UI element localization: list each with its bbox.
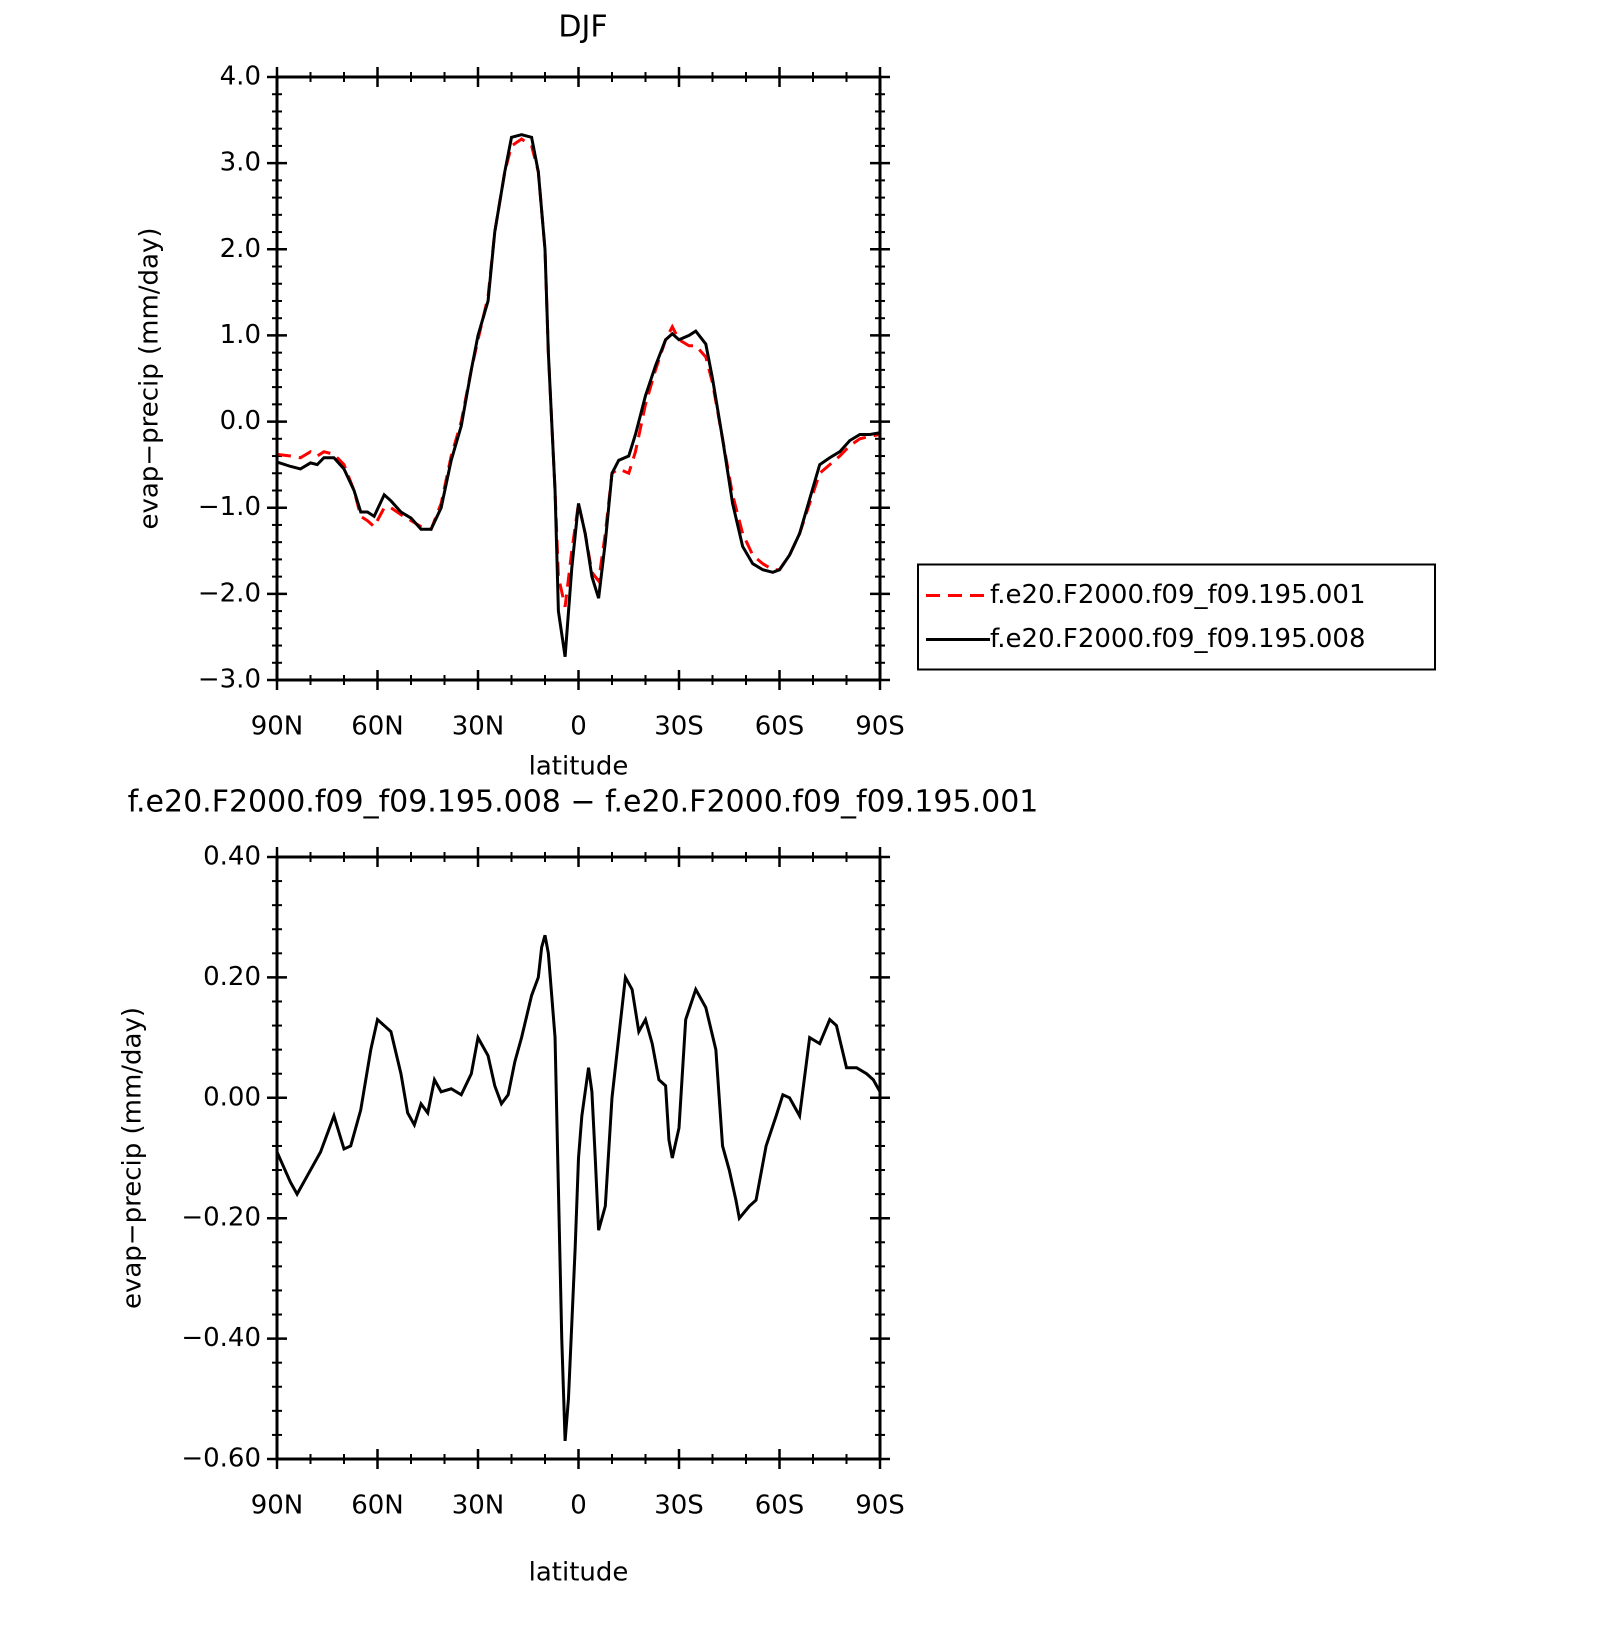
y-tick-label: −0.40 [181,1323,261,1353]
series-line [277,934,880,1442]
x-tick-label: 30S [654,712,704,742]
y-axis-label: evap−precip (mm/day) [118,1007,148,1309]
y-tick-label: −3.0 [198,665,261,695]
x-tick-label: 60S [755,712,805,742]
series-line [277,137,880,608]
legend-label: f.e20.F2000.f09_f09.195.008 [990,624,1366,654]
y-tick-label: 4.0 [220,62,261,92]
x-tick-label: 0 [570,1491,587,1521]
y-tick-label: 0.20 [203,962,261,992]
x-axis-label: latitude [529,752,629,782]
x-tick-label: 60S [755,1491,805,1521]
y-tick-label: −2.0 [198,578,261,608]
x-tick-label: 60N [351,1491,404,1521]
legend-box [917,563,1436,671]
x-tick-label: 90S [855,1491,905,1521]
x-tick-label: 30N [452,712,505,742]
y-tick-label: −0.20 [181,1203,261,1233]
plot-frame [275,75,882,682]
y-axis-label: evap−precip (mm/day) [135,227,165,529]
x-tick-label: 90N [251,712,304,742]
legend-label: f.e20.F2000.f09_f09.195.001 [990,580,1366,610]
y-tick-label: 0.40 [203,842,261,872]
x-tick-label: 0 [570,712,587,742]
y-tick-label: 2.0 [220,234,261,264]
y-tick-label: −0.60 [181,1444,261,1474]
y-tick-label: 3.0 [220,148,261,178]
chart-title: f.e20.F2000.f09_f09.195.008 − f.e20.F200… [128,785,1039,820]
x-axis-label: latitude [529,1558,629,1588]
x-tick-label: 90N [251,1491,304,1521]
x-tick-label: 60N [351,712,404,742]
x-tick-label: 30N [452,1491,505,1521]
y-tick-label: 0.00 [203,1082,261,1112]
plot-frame [275,855,882,1461]
y-tick-label: 0.0 [220,406,261,436]
x-tick-label: 30S [654,1491,704,1521]
x-tick-label: 90S [855,712,905,742]
series-line [277,133,880,657]
y-tick-label: −1.0 [198,492,261,522]
y-tick-label: 1.0 [220,320,261,350]
chart-title: DJF [558,10,607,45]
